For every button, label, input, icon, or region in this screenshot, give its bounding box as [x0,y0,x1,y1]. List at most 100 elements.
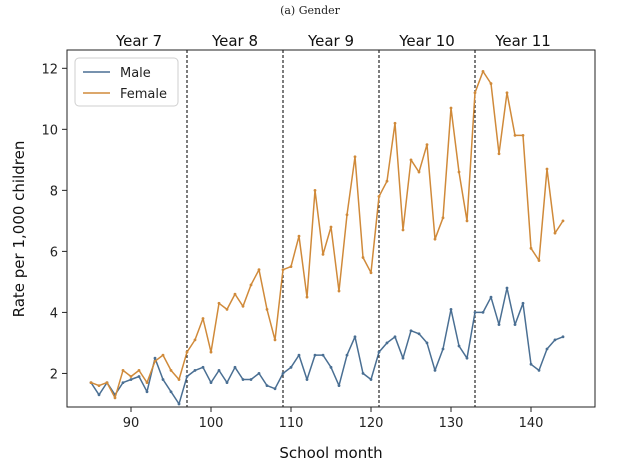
male-point [265,384,269,388]
male-point [153,356,157,360]
female-point [409,158,413,162]
male-point [361,372,365,375]
female-point [521,134,525,137]
male-point [161,378,165,381]
year-label-2: Year 8 [211,32,258,50]
x-tick-label: 120 [359,416,384,431]
male-point [409,329,413,333]
female-point [225,307,229,311]
female-point [145,381,149,384]
female-point [329,225,333,229]
female-point [121,368,125,372]
female-point [489,82,493,85]
male-point [441,347,445,351]
female-point [249,283,253,287]
male-point [297,353,301,357]
year-label-5: Year 11 [494,32,551,50]
female-point [161,353,165,357]
male-point [545,347,549,351]
male-point [289,365,293,369]
female-point [529,246,533,250]
y-tick-label: 12 [41,62,58,77]
male-point [529,362,533,366]
male-point [457,344,461,348]
female-point [153,359,157,363]
male-point [481,311,485,314]
figure-caption: (a) Gender [280,4,341,17]
male-point [425,341,429,345]
female-point [281,268,285,272]
male-point [193,368,197,372]
y-tick-label: 2 [50,367,58,382]
female-point [305,295,309,299]
male-point [201,365,205,369]
male-point [401,356,405,360]
female-point [433,237,437,241]
female-point [361,256,365,259]
male-point [497,323,501,327]
male-point [417,332,421,336]
female-point [457,170,461,174]
male-point [329,365,333,369]
female-point [193,338,197,342]
female-point [105,381,109,384]
male-point [313,353,317,357]
female-point [169,368,173,372]
male-point [505,286,509,290]
female-point [353,155,357,159]
male-point [489,295,493,299]
x-tick-label: 140 [519,416,544,431]
female-point [209,350,213,354]
male-point [521,301,525,305]
female-point [233,292,237,296]
y-tick-label: 6 [50,245,58,260]
male-point [305,378,309,381]
female-point [553,231,557,235]
female-point [401,228,405,232]
female-point [505,91,509,95]
female-point [441,216,445,220]
female-point [345,213,349,217]
male-point [449,307,453,311]
year-label-4: Year 10 [398,32,455,50]
x-tick-label: 100 [199,416,224,431]
female-point [137,368,141,372]
male-point [137,375,141,378]
male-point [561,335,565,339]
female-point [129,375,133,378]
y-tick-label: 10 [41,123,58,138]
female-point [465,219,469,223]
female-point [321,253,325,256]
legend-male-label: Male [120,66,151,81]
male-point [537,368,541,372]
male-point [145,390,149,394]
y-tick-label: 4 [50,306,58,321]
male-point [377,350,381,354]
female-point [185,350,189,354]
y-axis-label: Rate per 1,000 children [10,141,28,318]
female-point [417,170,421,174]
male-point [257,372,261,375]
female-point [257,268,261,272]
female-point [289,265,293,269]
x-tick-label: 90 [123,416,140,431]
male-point [393,335,397,339]
male-point [473,311,477,314]
male-point [369,378,373,381]
legend-box [74,57,179,107]
female-point [513,134,517,137]
male-point [513,323,517,327]
male-point [129,378,133,381]
male-point [217,368,221,372]
female-point [337,289,341,293]
series-line-male [90,287,564,405]
male-point [321,353,325,357]
female-point [473,91,477,95]
male-point [225,381,229,384]
female-point [561,219,565,223]
male-point [249,378,253,381]
male-point [233,365,237,369]
female-point [201,317,205,320]
female-point [241,304,245,308]
